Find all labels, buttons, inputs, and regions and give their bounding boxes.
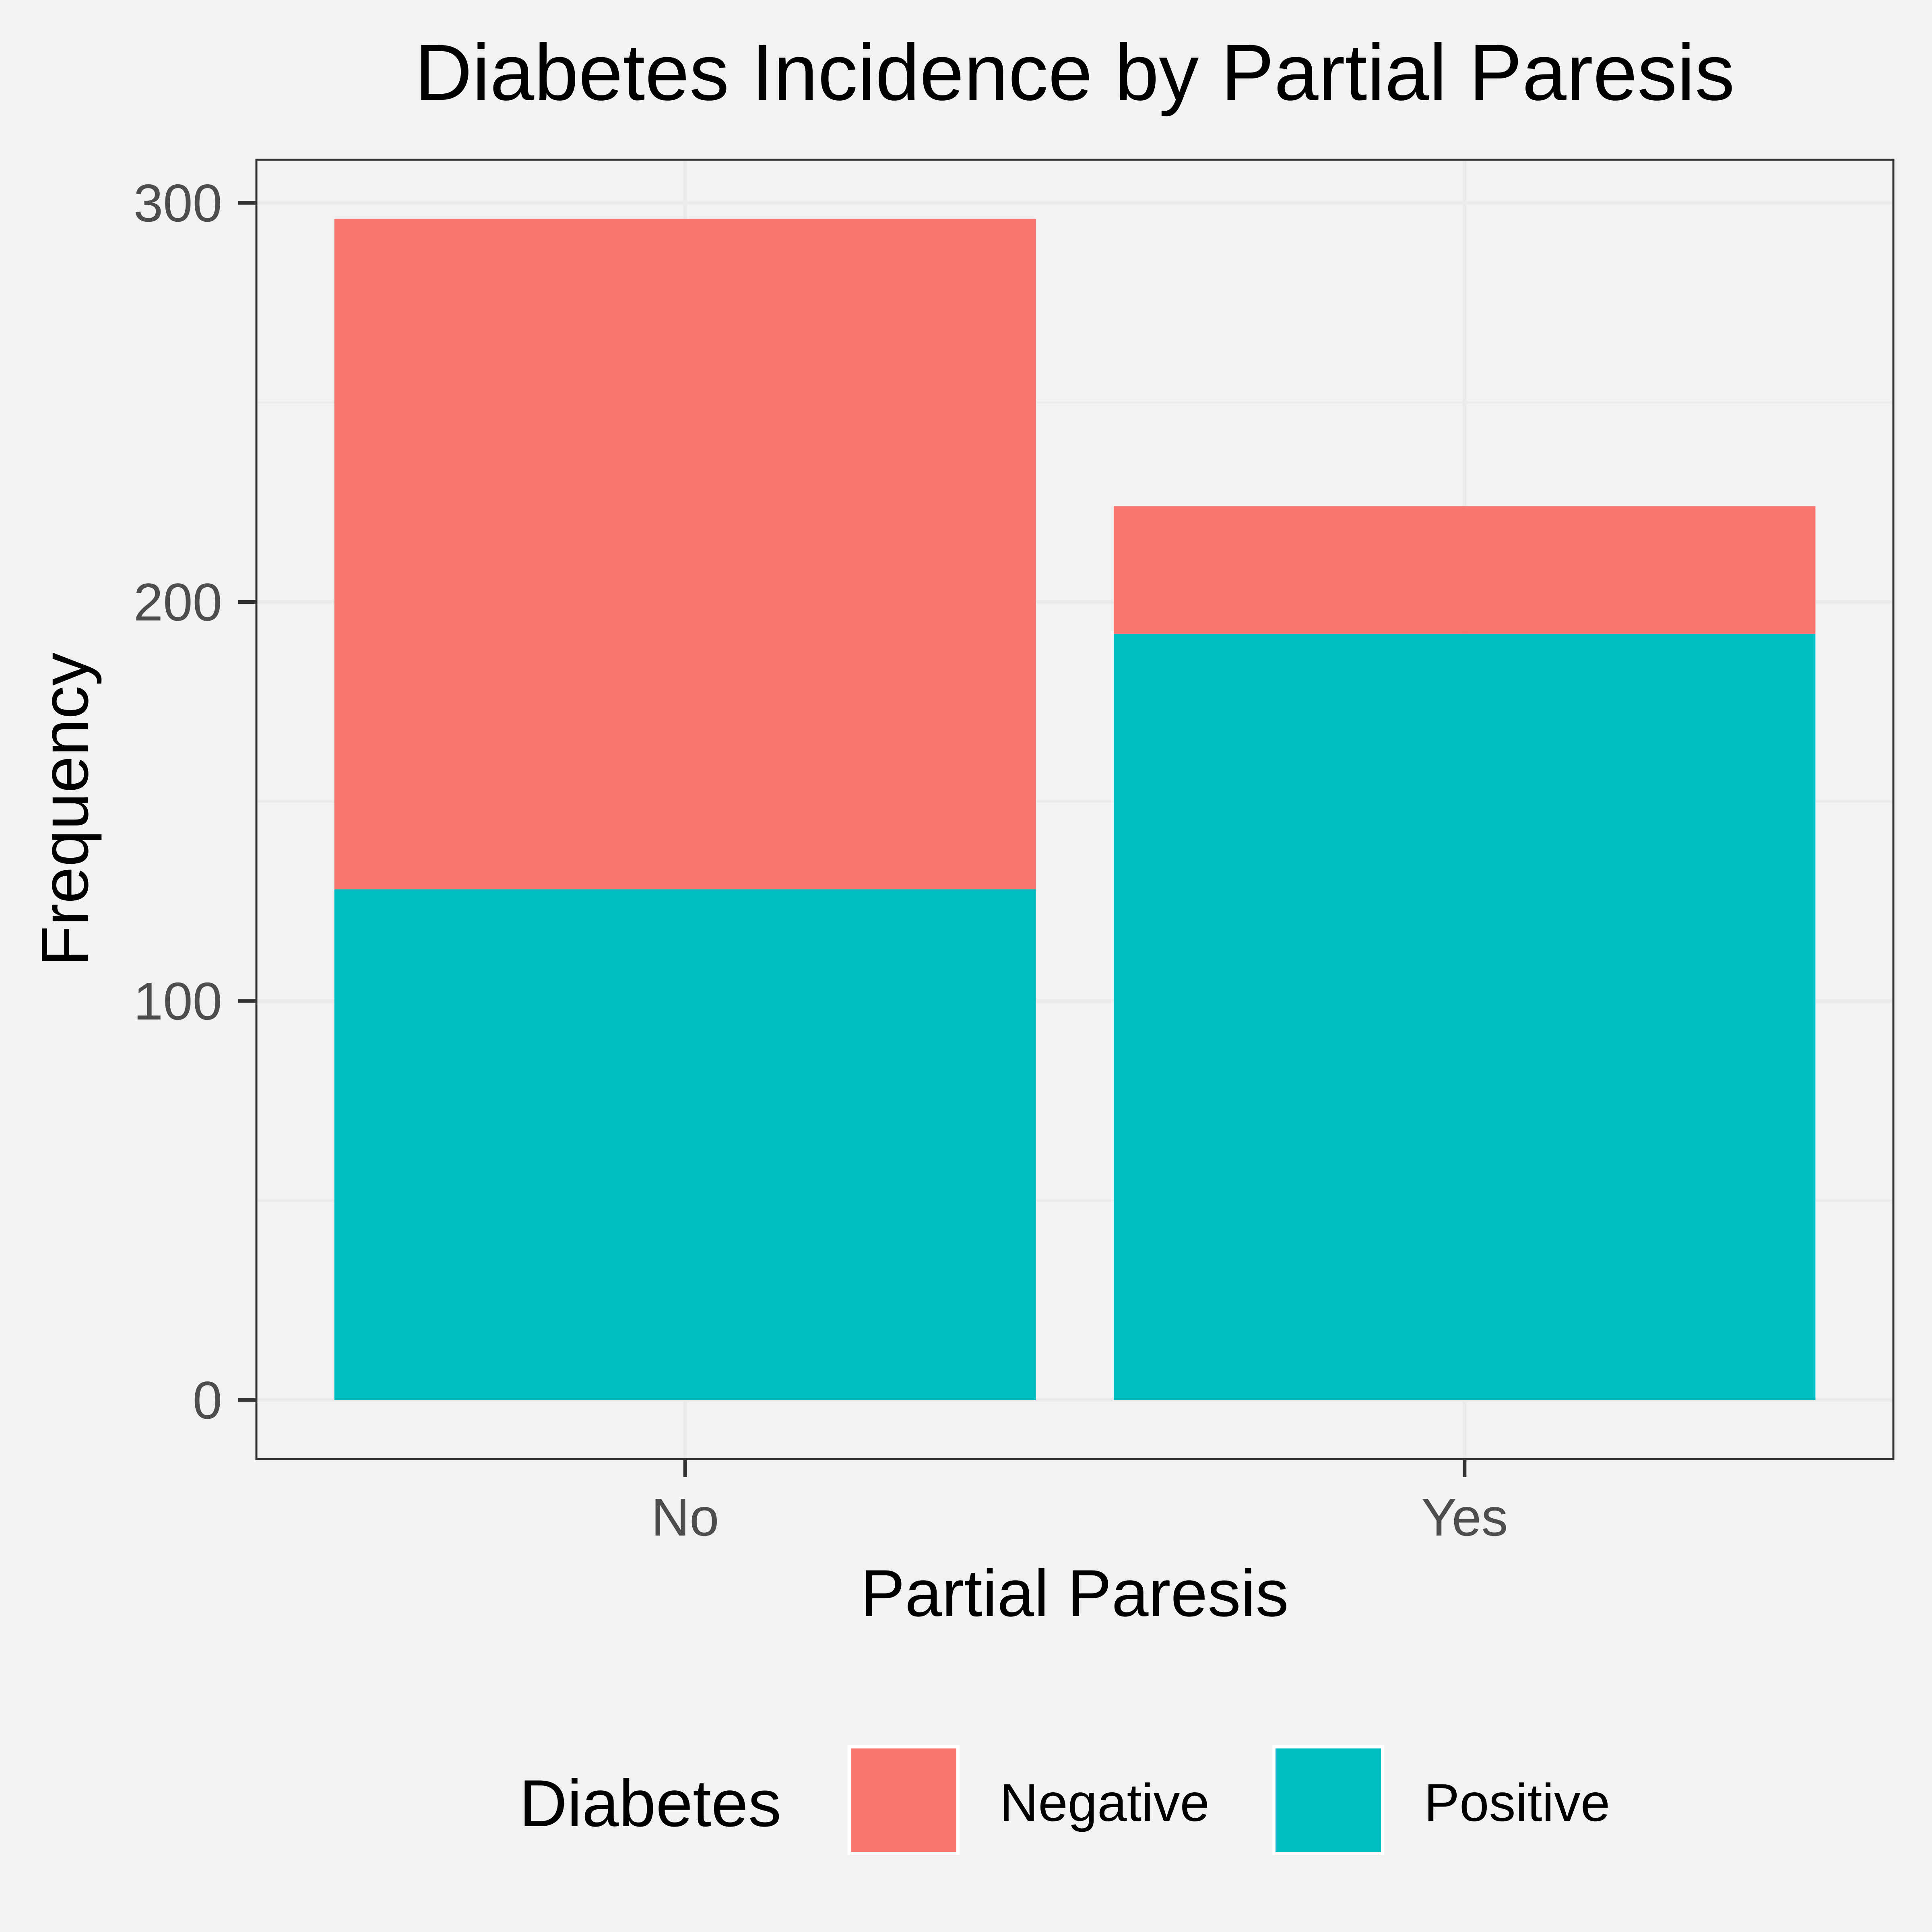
bar-no-negative [334, 219, 1036, 890]
y-axis-ticks: 0 100 200 300 [134, 173, 256, 1430]
x-axis-ticks: No Yes [651, 1459, 1508, 1547]
x-tick-label: Yes [1421, 1488, 1508, 1547]
legend-key-positive [1272, 1745, 1384, 1855]
chart-title: Diabetes Incidence by Partial Paresis [415, 28, 1735, 117]
bar-yes-positive [1114, 634, 1816, 1400]
plot-panel-border [255, 159, 1895, 1460]
x-axis-title: Partial Paresis [861, 1556, 1289, 1630]
y-tick-label: 300 [134, 173, 222, 233]
bar-yes-negative [1114, 506, 1816, 634]
legend-label-negative: Negative [1000, 1773, 1210, 1832]
bars [334, 219, 1816, 1400]
legend-label-positive: Positive [1424, 1773, 1610, 1832]
x-tick-label: No [651, 1488, 719, 1547]
y-tick-label: 100 [134, 972, 222, 1031]
legend-key-negative [848, 1745, 960, 1855]
y-tick-label: 200 [134, 572, 222, 632]
y-axis-title: Frequency [28, 652, 102, 966]
bar-no-positive [334, 889, 1036, 1400]
y-tick-label: 0 [193, 1371, 222, 1430]
legend-title: Diabetes [519, 1766, 781, 1840]
legend: Diabetes Negative Positive [519, 1745, 1610, 1855]
